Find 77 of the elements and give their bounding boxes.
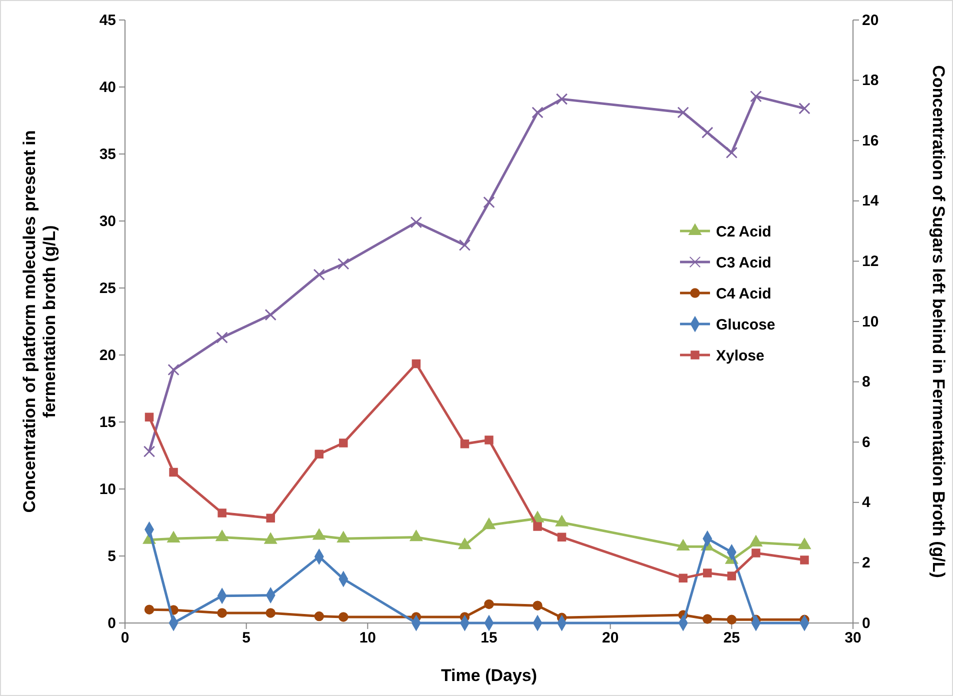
point bbox=[533, 522, 542, 531]
point bbox=[532, 106, 544, 118]
point bbox=[727, 572, 736, 580]
x-tick-label: 25 bbox=[723, 630, 740, 647]
point bbox=[750, 90, 762, 102]
y2-tick-label: 10 bbox=[862, 313, 879, 330]
point bbox=[144, 412, 154, 422]
point bbox=[483, 196, 495, 208]
point bbox=[338, 612, 348, 622]
y-tick-label: 35 bbox=[99, 146, 116, 163]
x-tick-label: 30 bbox=[844, 630, 862, 647]
y2-tick-label: 14 bbox=[862, 192, 880, 210]
y2-tick-label: 2 bbox=[862, 554, 870, 572]
point bbox=[217, 608, 227, 618]
point bbox=[460, 440, 470, 448]
x-tick-label: 10 bbox=[359, 630, 376, 647]
point bbox=[752, 548, 760, 558]
y-tick-label: 10 bbox=[99, 480, 116, 498]
y2-axis-title: Concentration of Sugars left behind in Fermentation Broth (g/L) bbox=[929, 65, 948, 578]
x-tick-label: 20 bbox=[602, 630, 619, 647]
point bbox=[798, 102, 810, 114]
point bbox=[800, 556, 809, 564]
point bbox=[266, 608, 276, 618]
x-tick-label: 15 bbox=[480, 630, 498, 647]
point bbox=[484, 599, 494, 610]
legend-label: C3 Acid bbox=[716, 254, 772, 272]
point bbox=[484, 436, 494, 444]
point bbox=[264, 308, 276, 321]
point bbox=[726, 614, 737, 625]
point bbox=[678, 574, 688, 582]
point bbox=[677, 106, 689, 118]
point bbox=[169, 468, 178, 477]
point bbox=[314, 611, 324, 622]
x-axis-title: Time (Days) bbox=[440, 666, 538, 685]
point bbox=[338, 258, 350, 270]
point bbox=[216, 332, 228, 344]
y2-tick-label: 6 bbox=[862, 434, 870, 451]
point bbox=[532, 600, 542, 610]
x-tick-label: 5 bbox=[242, 630, 251, 647]
legend-label: C2 Acid bbox=[716, 223, 772, 240]
point bbox=[410, 216, 422, 228]
y-tick-label: 30 bbox=[99, 212, 116, 230]
y2-tick-label: 8 bbox=[862, 374, 870, 391]
legend-label: Glucose bbox=[716, 316, 776, 334]
point bbox=[314, 450, 324, 459]
point bbox=[266, 514, 275, 522]
point bbox=[703, 568, 712, 578]
y2-tick-label: 0 bbox=[862, 614, 870, 632]
point bbox=[726, 146, 738, 159]
legend-label: C4 Acid bbox=[716, 285, 772, 302]
point bbox=[144, 604, 154, 614]
y-tick-label: 40 bbox=[99, 78, 116, 96]
y-axis-title: Concentration of platform molecules present in fermentation broth (g/L) bbox=[20, 130, 59, 513]
y2-tick-label: 18 bbox=[862, 72, 879, 90]
y2-tick-label: 16 bbox=[862, 132, 879, 150]
y-tick-label: 0 bbox=[108, 614, 116, 632]
point bbox=[168, 364, 180, 376]
point bbox=[412, 359, 421, 368]
point bbox=[557, 532, 566, 542]
y-tick-label: 45 bbox=[99, 12, 116, 29]
point bbox=[339, 438, 348, 448]
y-tick-label: 20 bbox=[99, 346, 116, 364]
point bbox=[556, 93, 568, 105]
y-tick-label: 15 bbox=[99, 414, 116, 431]
point bbox=[313, 268, 325, 280]
point bbox=[143, 446, 156, 458]
y-tick-label: 25 bbox=[99, 280, 116, 297]
point bbox=[702, 614, 712, 624]
y2-tick-label: 20 bbox=[862, 12, 879, 29]
point bbox=[676, 539, 690, 551]
y2-tick-label: 4 bbox=[862, 494, 871, 512]
x-tick-label: 0 bbox=[120, 630, 130, 647]
legend-label: Xylose bbox=[716, 347, 764, 364]
point bbox=[458, 239, 471, 251]
point bbox=[218, 508, 226, 518]
y-tick-label: 5 bbox=[108, 548, 116, 565]
y2-tick-label: 12 bbox=[862, 253, 879, 270]
